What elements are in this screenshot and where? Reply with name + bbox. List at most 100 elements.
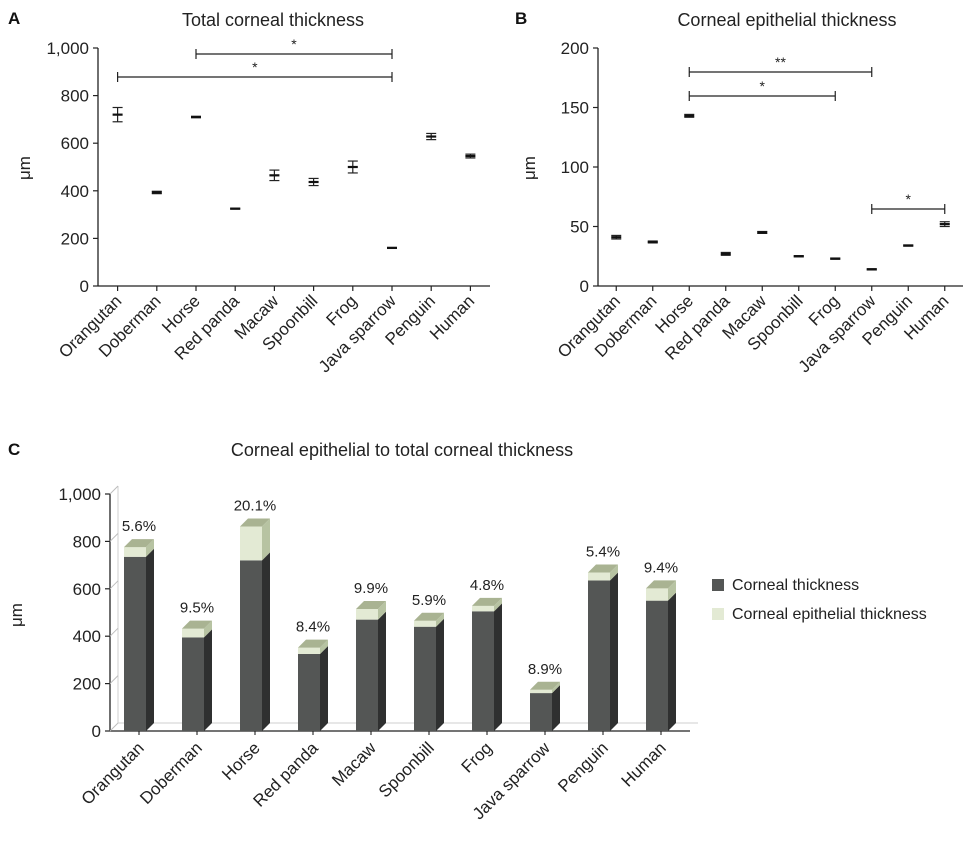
bar-side-frog-epithelial <box>494 597 502 612</box>
bar-top-red-panda <box>298 639 328 648</box>
data-label-horse: 20.1% <box>234 497 277 514</box>
x-tick-label-penguin: Penguin <box>554 738 612 796</box>
bar-side-penguin-corneal <box>610 572 618 731</box>
significance-label: ** <box>775 54 786 70</box>
bar-java-sparrow-epithelial <box>530 689 552 694</box>
bar-side-frog-corneal <box>494 603 502 731</box>
y-tick-label: 0 <box>580 277 589 296</box>
bar-java-sparrow-corneal <box>530 693 552 731</box>
bar-side-penguin-epithelial <box>610 564 618 581</box>
panel-c-title: Corneal epithelial to total corneal thic… <box>231 440 573 460</box>
bar-side-doberman-epithelial <box>204 620 212 638</box>
y-tick-label: 800 <box>73 532 101 551</box>
y-tick-label: 200 <box>561 39 589 58</box>
bar-human-corneal <box>646 600 668 731</box>
y-tick-label: 600 <box>61 134 89 153</box>
bar-human-epithelial <box>646 588 668 601</box>
data-label-orangutan: 5.6% <box>122 518 156 535</box>
bar-side-human-corneal <box>668 592 676 731</box>
bar-side-orangutan-epithelial <box>146 539 154 557</box>
data-label-human: 9.4% <box>644 559 678 576</box>
data-label-red-panda: 8.4% <box>296 619 330 636</box>
data-label-macaw: 9.9% <box>354 580 388 597</box>
bar-top-java-sparrow <box>530 681 560 690</box>
depth-gridline <box>109 675 119 684</box>
y-tick-label: 1,000 <box>46 39 89 58</box>
bar-side-horse-epithelial <box>262 518 270 561</box>
panel-b-letter: B <box>515 9 527 28</box>
panel-b-y-label: μm <box>520 156 539 180</box>
bar-side-doberman-corneal <box>204 629 212 731</box>
bar-orangutan-corneal <box>124 556 146 731</box>
y-tick-label: 150 <box>561 99 589 118</box>
legend-swatch-corneal-epithelial-thickness <box>712 608 724 620</box>
y-tick-label: 50 <box>570 218 589 237</box>
y-tick-label: 200 <box>61 229 89 248</box>
bar-frog-corneal <box>472 611 494 731</box>
significance-label: * <box>906 191 912 207</box>
bar-side-horse-corneal <box>262 552 270 731</box>
depth-gridline <box>109 722 119 732</box>
y-tick-label: 600 <box>73 580 101 599</box>
panel-a-letter: A <box>8 9 20 28</box>
panel-a-y-label: μm <box>15 156 34 180</box>
bar-side-spoonbill-epithelial <box>436 612 444 627</box>
bar-side-human-epithelial <box>668 580 676 601</box>
bar-doberman-epithelial <box>182 628 204 638</box>
legend-swatch-corneal-thickness <box>712 579 724 591</box>
y-tick-label: 200 <box>73 675 101 694</box>
bar-macaw-epithelial <box>356 608 378 620</box>
depth-gridline <box>109 533 119 542</box>
bar-frog-epithelial <box>472 605 494 612</box>
y-tick-label: 0 <box>80 277 89 296</box>
y-tick-label: 100 <box>561 158 589 177</box>
x-tick-label-human: Human <box>426 291 478 343</box>
data-label-java-sparrow: 8.9% <box>528 661 562 678</box>
bar-side-java-sparrow-corneal <box>552 685 560 731</box>
panel-c: C Corneal epithelial to total corneal th… <box>7 440 927 823</box>
bar-spoonbill-epithelial <box>414 620 436 627</box>
y-tick-label: 800 <box>61 87 89 106</box>
panel-c-letter: C <box>8 440 20 459</box>
bar-side-orangutan-corneal <box>146 548 154 731</box>
bar-side-macaw-epithelial <box>378 600 386 620</box>
panel-a-title: Total corneal thickness <box>182 10 364 30</box>
data-label-spoonbill: 5.9% <box>412 592 446 609</box>
bar-top-horse <box>240 518 270 527</box>
bar-orangutan-epithelial <box>124 547 146 557</box>
panel-b: B Corneal epithelial thickness μm 0 50 100… <box>515 9 963 376</box>
depth-gridline <box>109 580 119 590</box>
y-tick-label: 400 <box>61 182 89 201</box>
bar-top-orangutan <box>124 539 154 548</box>
bar-top-macaw <box>356 600 386 609</box>
legend-label-corneal-epithelial-thickness: Corneal epithelial thickness <box>732 606 927 623</box>
significance-label: * <box>291 36 297 52</box>
legend-label-corneal-thickness: Corneal thickness <box>732 577 859 594</box>
x-tick-label-macaw: Macaw <box>328 738 380 790</box>
depth-gridline <box>109 485 119 495</box>
depth-gridline <box>109 627 119 637</box>
x-tick-label-frog: Frog <box>458 738 496 776</box>
bar-side-macaw-corneal <box>378 611 386 731</box>
bar-spoonbill-corneal <box>414 626 436 731</box>
significance-label: * <box>252 59 258 75</box>
bar-red-panda-corneal <box>298 653 320 731</box>
bar-top-penguin <box>588 564 618 573</box>
bar-top-doberman <box>182 620 212 629</box>
significance-label: * <box>760 78 766 94</box>
data-label-penguin: 5.4% <box>586 543 620 560</box>
bar-horse-epithelial <box>240 526 262 561</box>
bar-side-java-sparrow-epithelial <box>552 681 560 694</box>
bar-side-spoonbill-corneal <box>436 618 444 731</box>
bar-top-frog <box>472 597 502 606</box>
y-tick-label: 400 <box>73 627 101 646</box>
y-tick-label: 1,000 <box>58 485 101 504</box>
bar-top-spoonbill <box>414 612 444 621</box>
x-tick-label-horse: Horse <box>218 738 264 784</box>
bar-top-human <box>646 580 676 589</box>
bar-red-panda-epithelial <box>298 647 320 654</box>
bar-penguin-epithelial <box>588 572 610 581</box>
panel-c-y-label: μm <box>7 603 26 627</box>
panel-b-title: Corneal epithelial thickness <box>677 10 896 30</box>
x-tick-label-orangutan: Orangutan <box>78 738 148 808</box>
